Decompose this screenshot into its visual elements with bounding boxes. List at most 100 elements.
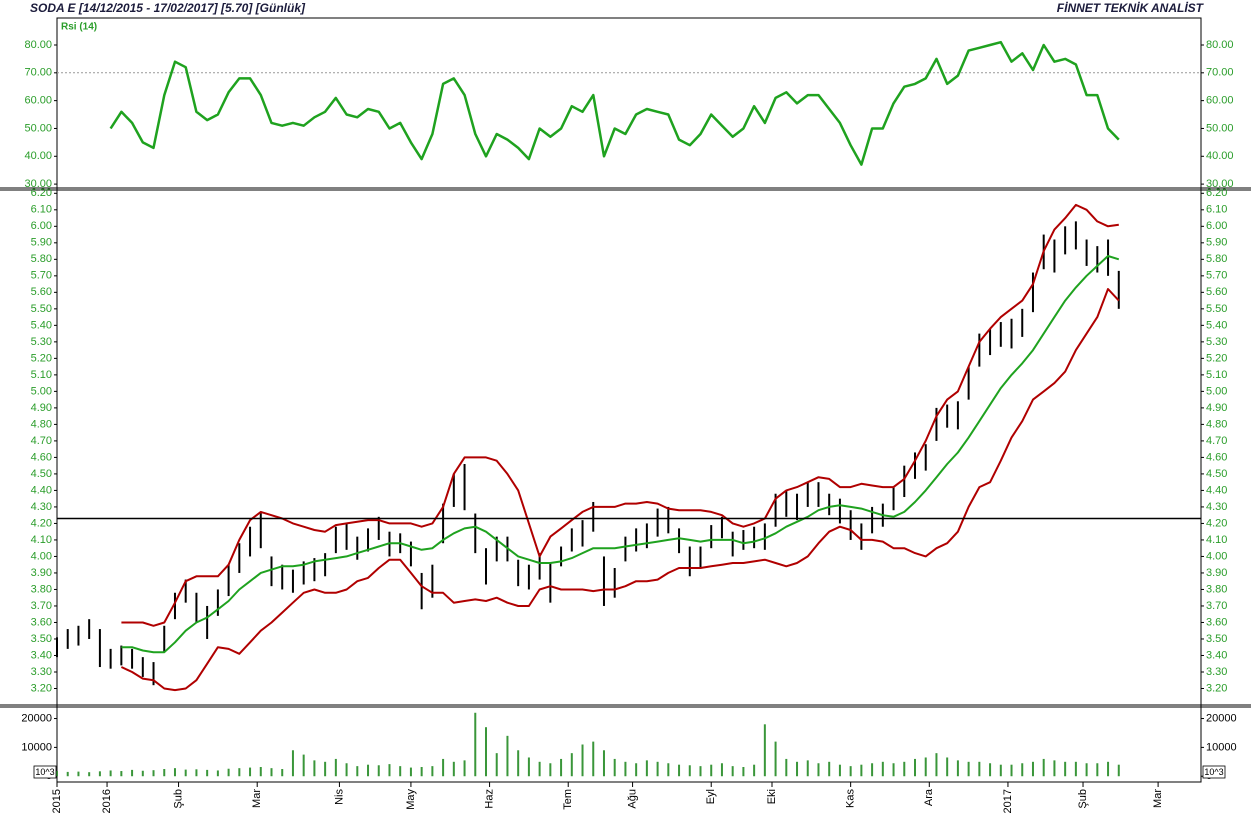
y-tick-label: 10000: [21, 741, 52, 753]
volume-bar: [967, 761, 970, 777]
y-tick-label: 5.40: [31, 319, 52, 331]
y-tick-label: 3.90: [31, 567, 52, 579]
y-tick-label: 50.00: [24, 122, 52, 134]
volume-bar: [517, 750, 520, 777]
y-tick-label: 5.50: [31, 303, 52, 315]
volume-bar: [66, 771, 69, 777]
volume-bar: [56, 771, 58, 777]
x-tick-label: Tem: [562, 789, 574, 810]
y-tick-label: 5.10: [31, 369, 52, 381]
y-tick-label: 5.60: [31, 286, 52, 298]
y-tick-label: 5.60: [1206, 286, 1227, 298]
y-tick-label: 3.70: [1206, 600, 1227, 612]
x-tick-label: 2017: [1002, 789, 1014, 813]
y-tick-label: 3.40: [1206, 649, 1227, 661]
unit-label: 10^3: [35, 767, 54, 777]
y-tick-label: 4.20: [1206, 517, 1227, 529]
y-tick-label: 4.50: [31, 468, 52, 480]
y-tick-label: 3.50: [1206, 633, 1227, 645]
y-tick-label: 80.00: [24, 39, 52, 51]
volume-bar: [474, 712, 477, 777]
volume-bar: [238, 768, 241, 777]
volume-bar: [1064, 761, 1067, 777]
volume-bar: [860, 764, 863, 777]
x-tick-label: Ağu: [626, 789, 638, 809]
y-tick-label: 4.40: [1206, 484, 1227, 496]
volume-bar: [313, 760, 316, 777]
brand: FİNNET TEKNİK ANALİST: [1057, 0, 1205, 15]
x-tick-label: Eyl: [705, 789, 717, 804]
x-tick-label: Haz: [483, 789, 495, 809]
volume-bar: [806, 760, 809, 777]
y-tick-label: 6.10: [31, 204, 52, 216]
volume-bar: [881, 761, 884, 777]
volume-bar: [1053, 760, 1056, 777]
y-tick-label: 4.40: [31, 484, 52, 496]
y-tick-label: 4.00: [1206, 550, 1227, 562]
y-tick-label: 3.50: [31, 633, 52, 645]
volume-bar: [710, 764, 713, 777]
x-tick-label: Şub: [172, 789, 184, 809]
volume-bar: [1031, 761, 1034, 777]
y-tick-label: 3.20: [31, 682, 52, 694]
y-tick-label: 40.00: [1206, 150, 1234, 162]
volume-bar: [206, 769, 209, 777]
y-tick-label: 5.30: [31, 336, 52, 348]
y-tick-label: 5.90: [31, 237, 52, 249]
panel-title: Rsi (14): [61, 22, 97, 33]
y-tick-label: 6.20: [1206, 187, 1227, 199]
volume-bar: [581, 744, 584, 777]
volume-bar: [249, 767, 252, 777]
y-tick-label: 6.10: [1206, 204, 1227, 216]
volume-bar: [1096, 763, 1099, 777]
y-tick-label: 5.00: [1206, 385, 1227, 397]
y-tick-label: 3.40: [31, 649, 52, 661]
volume-bar: [442, 758, 445, 777]
y-tick-label: 70.00: [1206, 67, 1234, 79]
volume-bar: [399, 766, 402, 777]
volume-bar: [109, 770, 112, 777]
volume-bar: [667, 763, 670, 777]
y-tick-label: 5.40: [1206, 319, 1227, 331]
volume-bar: [1010, 764, 1013, 777]
volume-bar: [173, 768, 176, 777]
volume-bar: [98, 771, 101, 777]
x-tick-label: Mar: [1152, 789, 1164, 808]
volume-bar: [978, 761, 981, 777]
y-tick-label: 4.20: [31, 517, 52, 529]
volume-bar: [731, 766, 734, 777]
y-tick-label: 20000: [21, 712, 52, 724]
volume-bar: [334, 758, 337, 777]
volume-bar: [678, 764, 681, 777]
volume-bar: [495, 753, 498, 777]
volume-bar: [742, 767, 745, 777]
volume-bar: [796, 761, 799, 777]
volume-bar: [409, 767, 412, 777]
y-tick-label: 4.30: [1206, 501, 1227, 513]
volume-bar: [699, 766, 702, 777]
volume-bar: [324, 761, 327, 777]
volume-bar: [817, 763, 820, 777]
y-tick-label: 60.00: [1206, 95, 1234, 107]
band-line: [120, 288, 1120, 692]
y-tick-label: 5.20: [31, 352, 52, 364]
volume-bar: [935, 753, 938, 777]
volume-bar: [152, 770, 155, 777]
volume-bar: [560, 758, 563, 777]
volume-bar: [635, 763, 638, 777]
y-tick-label: 5.50: [1206, 303, 1227, 315]
x-tick-label: Şub: [1077, 789, 1089, 809]
y-tick-label: 4.90: [31, 402, 52, 414]
volume-bar: [774, 741, 777, 777]
volume-bar: [903, 761, 906, 777]
volume-bar: [1085, 763, 1088, 777]
y-tick-label: 4.80: [31, 418, 52, 430]
y-tick-label: 3.30: [31, 666, 52, 678]
volume-bar: [77, 771, 80, 777]
band-line: [121, 203, 1119, 627]
volume-bar: [506, 735, 509, 777]
y-tick-label: 30.00: [1206, 178, 1234, 190]
frame: [56, 17, 1202, 783]
volume-bar: [1042, 758, 1045, 777]
